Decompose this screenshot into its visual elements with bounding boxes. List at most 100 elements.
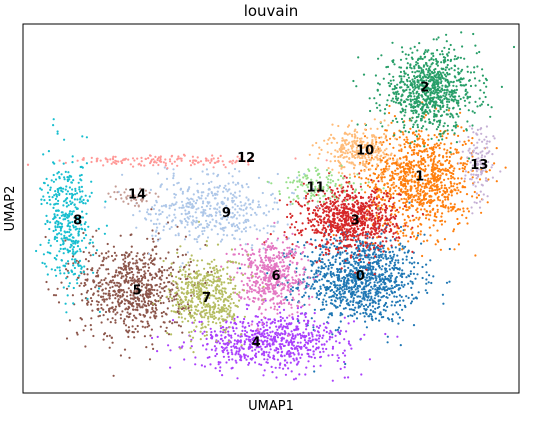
data-point xyxy=(417,105,420,108)
data-point xyxy=(368,358,371,361)
data-point xyxy=(431,208,434,211)
data-point xyxy=(260,333,263,336)
data-point xyxy=(372,257,375,260)
data-point xyxy=(417,100,420,103)
data-point xyxy=(382,77,385,80)
data-point xyxy=(465,93,468,96)
data-point xyxy=(172,261,175,264)
data-point xyxy=(156,350,159,353)
data-point xyxy=(377,295,380,298)
data-point xyxy=(374,291,377,294)
data-point xyxy=(314,259,317,263)
data-point xyxy=(358,172,361,175)
data-point xyxy=(243,340,246,343)
data-point xyxy=(349,314,352,317)
data-point xyxy=(136,252,139,255)
data-point xyxy=(417,232,420,235)
data-point xyxy=(352,265,355,268)
data-point xyxy=(345,330,348,333)
data-point xyxy=(466,97,469,100)
data-point xyxy=(318,257,321,260)
data-point xyxy=(331,379,334,382)
data-point xyxy=(147,304,150,307)
data-point xyxy=(402,101,405,104)
data-point xyxy=(351,191,354,195)
data-point xyxy=(443,184,446,187)
data-point xyxy=(392,203,395,206)
data-point xyxy=(402,133,405,136)
data-point xyxy=(267,318,270,321)
data-point xyxy=(465,129,468,132)
data-point xyxy=(378,266,381,269)
data-point xyxy=(150,328,153,331)
data-point xyxy=(371,287,374,290)
data-point xyxy=(271,320,274,323)
data-point xyxy=(434,115,437,118)
data-point xyxy=(291,243,294,246)
data-point xyxy=(346,210,349,214)
data-point xyxy=(149,295,152,298)
data-point xyxy=(414,109,417,112)
data-point xyxy=(415,216,418,219)
data-point xyxy=(401,269,404,272)
data-point xyxy=(331,225,334,228)
data-point xyxy=(339,299,342,302)
data-point xyxy=(317,215,320,218)
data-point xyxy=(213,345,216,348)
data-point xyxy=(430,137,433,140)
data-point xyxy=(430,201,433,204)
data-point xyxy=(339,225,342,228)
data-point xyxy=(240,359,243,362)
data-point xyxy=(343,262,346,265)
data-point xyxy=(424,85,427,88)
data-point xyxy=(466,120,469,123)
data-point xyxy=(389,228,392,231)
data-point xyxy=(149,300,153,303)
data-point xyxy=(415,99,418,102)
data-point xyxy=(128,315,131,318)
data-point xyxy=(144,265,147,268)
data-point xyxy=(375,177,379,180)
data-point xyxy=(486,201,489,204)
data-point xyxy=(350,234,353,237)
data-point xyxy=(325,340,328,343)
data-point xyxy=(354,256,357,259)
data-point xyxy=(387,185,390,189)
data-point xyxy=(404,187,407,190)
data-point xyxy=(101,283,104,286)
data-point xyxy=(382,156,385,159)
data-point xyxy=(184,253,187,256)
data-point xyxy=(336,239,339,242)
data-point xyxy=(325,292,328,295)
data-point xyxy=(390,274,394,277)
data-point xyxy=(460,126,463,129)
data-point xyxy=(358,249,361,253)
data-point xyxy=(128,356,131,359)
data-point xyxy=(282,337,285,340)
data-point xyxy=(423,90,426,93)
data-point xyxy=(390,121,393,124)
data-point xyxy=(125,268,128,271)
data-point xyxy=(357,212,360,216)
data-point xyxy=(295,326,298,329)
data-point xyxy=(163,269,166,272)
data-point xyxy=(261,352,264,355)
data-point xyxy=(310,269,313,272)
data-point xyxy=(422,140,425,144)
data-point xyxy=(111,275,114,278)
data-point xyxy=(376,220,379,223)
data-point xyxy=(290,223,293,226)
data-point xyxy=(404,72,407,75)
data-point xyxy=(314,246,317,249)
data-point xyxy=(376,286,379,289)
data-point xyxy=(402,126,405,129)
data-point xyxy=(341,191,344,194)
data-point xyxy=(414,121,417,124)
data-point xyxy=(435,128,438,131)
data-point xyxy=(208,356,211,359)
data-point xyxy=(313,308,316,311)
data-point xyxy=(292,357,295,360)
data-point xyxy=(389,287,393,290)
data-point xyxy=(232,345,235,348)
data-point xyxy=(181,254,184,257)
